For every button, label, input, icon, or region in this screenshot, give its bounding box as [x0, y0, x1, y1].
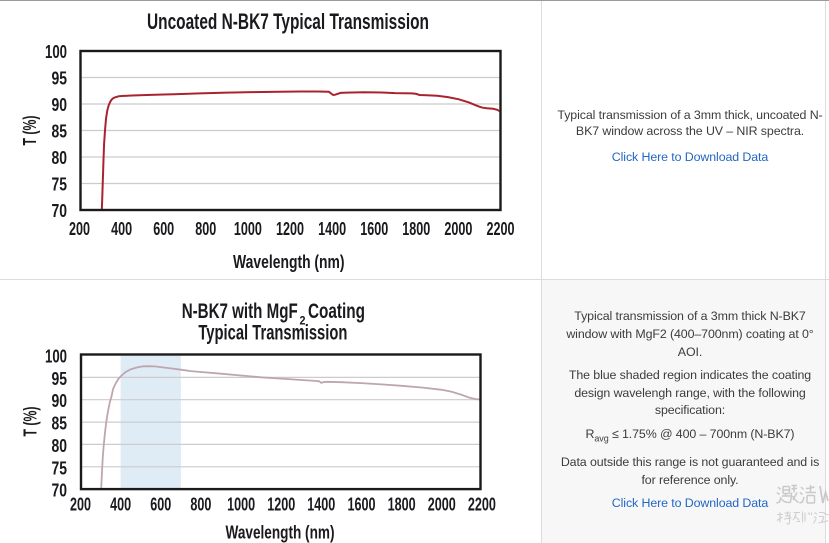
svg-text:2000: 2000 [444, 219, 472, 239]
svg-text:2000: 2000 [428, 495, 456, 515]
svg-text:85: 85 [52, 122, 68, 142]
svg-text:600: 600 [150, 495, 171, 515]
svg-text:70: 70 [52, 481, 68, 501]
svg-text:800: 800 [190, 495, 211, 515]
svg-text:400: 400 [110, 495, 131, 515]
svg-text:T (%): T (%) [21, 407, 41, 437]
svg-text:Typical Transmission: Typical Transmission [198, 322, 347, 345]
svg-text:1600: 1600 [360, 219, 388, 239]
svg-text:Uncoated N-BK7 Typical Transmi: Uncoated N-BK7 Typical Transmission [147, 9, 429, 34]
svg-text:75: 75 [52, 175, 68, 195]
svg-text:95: 95 [52, 369, 68, 389]
svg-text:200: 200 [69, 219, 90, 239]
svg-text:100: 100 [45, 347, 67, 367]
svg-text:1800: 1800 [402, 219, 430, 239]
svg-text:N-BK7 with MgF: N-BK7 with MgF [182, 300, 298, 323]
svg-text:85: 85 [52, 414, 68, 434]
svg-text:80: 80 [52, 148, 68, 168]
svg-text:1400: 1400 [307, 495, 335, 515]
svg-text:75: 75 [52, 458, 68, 478]
svg-text:600: 600 [153, 219, 174, 239]
svg-text:90: 90 [52, 95, 68, 115]
svg-text:T (%): T (%) [20, 116, 40, 146]
svg-text:2200: 2200 [487, 219, 515, 239]
svg-text:1600: 1600 [348, 495, 376, 515]
svg-text:80: 80 [52, 436, 68, 456]
svg-text:200: 200 [70, 495, 91, 515]
svg-text:400: 400 [111, 219, 132, 239]
svg-text:Coating: Coating [308, 300, 365, 323]
svg-text:1000: 1000 [227, 495, 255, 515]
svg-text:2200: 2200 [468, 495, 496, 515]
svg-text:1000: 1000 [234, 219, 262, 239]
svg-text:800: 800 [195, 219, 216, 239]
svg-text:1800: 1800 [388, 495, 416, 515]
svg-text:95: 95 [52, 69, 68, 89]
svg-text:70: 70 [52, 201, 68, 221]
svg-text:90: 90 [52, 391, 68, 411]
svg-text:2: 2 [300, 314, 306, 328]
svg-text:Wavelength (nm): Wavelength (nm) [233, 251, 345, 272]
svg-text:100: 100 [45, 42, 67, 62]
svg-text:1200: 1200 [276, 219, 304, 239]
svg-text:1400: 1400 [318, 219, 346, 239]
svg-text:1200: 1200 [267, 495, 295, 515]
svg-text:Wavelength (nm): Wavelength (nm) [226, 521, 335, 542]
